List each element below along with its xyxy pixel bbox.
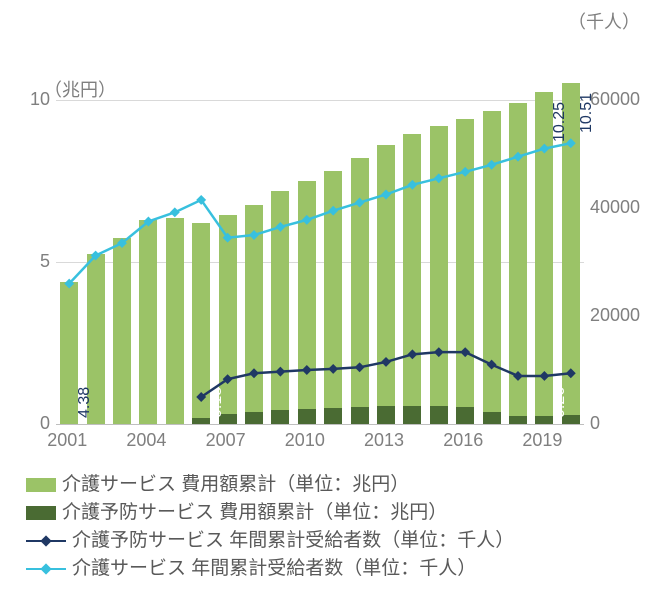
plot-area: 4.380.180.260.2710.2510.51 <box>56 100 584 424</box>
gridline <box>56 262 584 263</box>
bar-prevent-cost <box>403 406 421 424</box>
bar-value-label: 0.18 <box>208 387 226 418</box>
bar-prevent-cost <box>351 407 369 424</box>
bar-prevent-cost <box>430 406 448 424</box>
right-axis-unit: （千人） <box>568 8 640 34</box>
right-tick-label: 0 <box>590 413 600 434</box>
bar-care-cost <box>324 171 342 424</box>
legend: 介護サービス 費用額累計（単位：兆円）介護予防サービス 費用額累計（単位：兆円）… <box>26 470 640 584</box>
bar-care-cost <box>377 145 395 424</box>
left-tick-label: 5 <box>40 251 50 272</box>
bar-care-cost <box>113 238 131 424</box>
bar-value-label: 0.26 <box>551 387 569 418</box>
bar-care-cost <box>166 218 184 424</box>
bar-prevent-cost <box>456 407 474 424</box>
bar-care-cost <box>351 158 369 424</box>
legend-swatch-line <box>26 561 66 577</box>
legend-item: 介護サービス 年間累計受給者数（単位：千人） <box>26 556 640 582</box>
bar-care-cost <box>139 220 157 424</box>
right-tick-label: 60000 <box>590 89 640 110</box>
bar-value-label: 10.25 <box>551 102 569 142</box>
bar-prevent-cost <box>509 416 527 424</box>
x-tick-label: 2016 <box>443 430 483 451</box>
bar-prevent-cost <box>298 409 316 424</box>
bar-care-cost <box>430 126 448 424</box>
bar-prevent-cost <box>324 408 342 424</box>
legend-swatch-bar <box>26 506 56 520</box>
x-tick-label: 2004 <box>126 430 166 451</box>
legend-label: 介護予防サービス 費用額累計（単位：兆円） <box>62 500 447 526</box>
bar-prevent-cost <box>245 412 263 424</box>
bar-care-cost <box>509 103 527 424</box>
x-tick-label: 2010 <box>285 430 325 451</box>
bar-prevent-cost <box>192 418 210 424</box>
legend-swatch-line <box>26 533 66 549</box>
bar-care-cost <box>483 111 501 424</box>
chart-container: （千人） （兆円） 4.380.180.260.2710.2510.51 200… <box>0 0 650 614</box>
bar-prevent-cost <box>483 412 501 424</box>
left-tick-label: 10 <box>30 89 50 110</box>
bar-care-cost <box>298 181 316 424</box>
legend-item: 介護サービス 費用額累計（単位：兆円） <box>26 472 640 498</box>
bar-care-cost <box>403 134 421 424</box>
bar-value-label: 4.38 <box>76 387 94 418</box>
left-tick-label: 0 <box>40 413 50 434</box>
x-tick-label: 2007 <box>206 430 246 451</box>
legend-swatch-bar <box>26 478 56 492</box>
left-axis-unit: （兆円） <box>44 76 116 102</box>
right-tick-label: 40000 <box>590 197 640 218</box>
right-tick-label: 20000 <box>590 305 640 326</box>
legend-item: 介護予防サービス 年間累計受給者数（単位：千人） <box>26 528 640 554</box>
x-tick-label: 2019 <box>522 430 562 451</box>
gridline <box>56 100 584 101</box>
x-tick-label: 2013 <box>364 430 404 451</box>
bar-care-cost <box>271 191 289 424</box>
bar-prevent-cost <box>271 410 289 424</box>
x-tick-label: 2001 <box>47 430 87 451</box>
legend-label: 介護予防サービス 年間累計受給者数（単位：千人） <box>72 528 514 554</box>
bar-care-cost <box>456 119 474 424</box>
legend-item: 介護予防サービス 費用額累計（単位：兆円） <box>26 500 640 526</box>
bar-care-cost <box>245 205 263 424</box>
bar-prevent-cost <box>377 406 395 424</box>
legend-label: 介護サービス 費用額累計（単位：兆円） <box>62 472 409 498</box>
legend-label: 介護サービス 年間累計受給者数（単位：千人） <box>72 556 476 582</box>
axis-baseline <box>56 424 584 425</box>
